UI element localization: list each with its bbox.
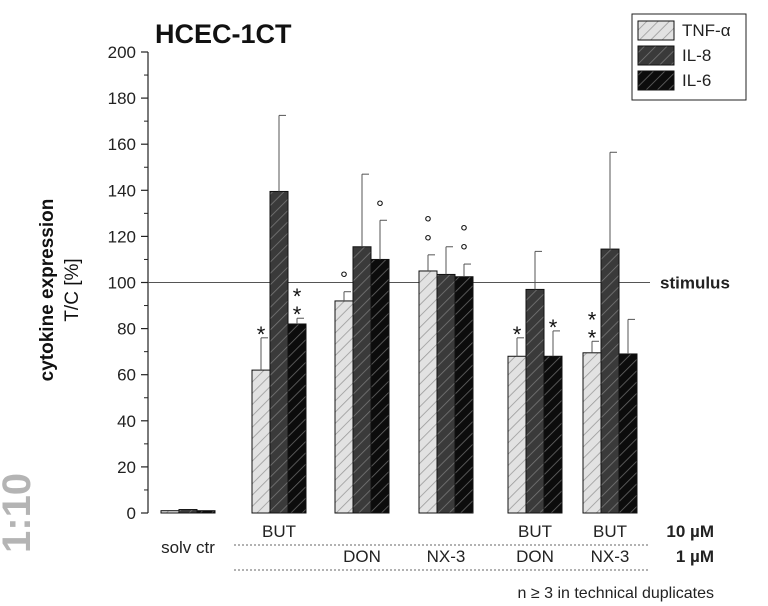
bar-group-item [269,114,289,514]
x-label-row2: NX-3 [591,547,630,566]
bar-group-item: ** [287,284,307,514]
y-tick-label: 140 [108,181,136,200]
bar-group-item [196,510,216,514]
bar-group-item [600,151,620,514]
y-tick-label: 40 [117,412,136,431]
significance-circle: ° [424,232,432,254]
reference-line-label: stimulus [660,274,730,293]
bar-group-item [178,509,198,514]
bar-group-item: °° [454,222,474,514]
significance-star: * [549,315,558,340]
significance-star: * [513,322,522,347]
y-tick-label: 60 [117,366,136,385]
bar [418,270,438,514]
y-tick-label: 20 [117,458,136,477]
y-axis-label-line1: cytokine expression [37,199,58,382]
y-tick-label: 80 [117,320,136,339]
y-tick-label: 160 [108,135,136,154]
bar [287,323,307,514]
x-label-row1: BUT [593,522,627,541]
bar [269,190,289,514]
bar [618,353,638,514]
significance-star: * [588,325,597,350]
side-label: 1:10 [0,473,39,553]
bar-group-item: * [543,315,563,514]
significance-circle: ° [460,241,468,263]
x-label-row1: BUT [518,522,552,541]
bar [160,510,180,514]
bar-group-item: * [507,322,527,514]
significance-circle: ° [340,269,348,291]
bar-group-item: °° [418,213,438,514]
x-label-row2: DON [343,547,381,566]
bars-group: ***°°°°°°* * ** [160,114,638,514]
bar [178,509,198,514]
significance-star: * [293,302,302,327]
x-label-row2: DON [516,547,554,566]
bar [370,258,390,514]
legend-swatch [637,70,675,91]
concentration-label: 10 µM [666,522,714,541]
concentration-label: 1 µM [676,547,714,566]
bar [600,248,620,514]
legend-swatch [637,45,675,66]
significance-circle: ° [460,222,468,244]
significance-star: * [293,284,302,309]
y-tick-label: 180 [108,89,136,108]
bar [334,300,354,514]
bar-group-item [436,246,456,514]
legend: TNF-α IL-8 IL-6 [631,13,747,101]
bar-group-item: ° [334,269,354,514]
y-tick-label: 0 [127,504,136,523]
y-tick-label: 120 [108,227,136,246]
y-tick-label: 200 [108,43,136,62]
legend-label: IL-6 [682,71,711,90]
y-tick-label: 100 [108,274,136,293]
significance-circle: ° [424,213,432,235]
bar-group-item: ** [582,307,602,514]
bar [582,352,602,514]
bar [454,276,474,514]
bar-group-item [160,510,180,514]
x-label-row2: NX-3 [427,547,466,566]
bar [196,510,216,514]
significance-star: * [588,307,597,332]
reference-line-group: stimulus [148,274,730,293]
bar [251,369,271,514]
bar [507,355,527,514]
x-group-label: solv ctr [161,538,215,557]
legend-swatch [637,20,675,41]
bar [525,288,545,514]
bar-group-item [618,318,638,514]
y-axis: 0 20 40 60 80 100 120 140 160 180 200 [108,43,149,523]
x-axis-labels: solv ctr BUT DON NX-3 BUT DON BUT NX-3 10 µM 1 µM [161,522,714,571]
legend-label: IL-8 [682,46,711,65]
bar [436,273,456,514]
bar-group-item [525,250,545,514]
chart-title: HCEC-1CT [155,19,292,49]
bar-group-item: ° [370,197,390,514]
significance-star: * [257,322,266,347]
bar [543,355,563,514]
bar-group-item: * [251,322,271,514]
legend-label: TNF-α [682,21,731,40]
footnote: n ≥ 3 in technical duplicates [518,585,714,602]
bar [352,246,372,514]
bar-group-item [352,173,372,514]
y-axis-label-line2: T/C [%] [62,258,83,321]
significance-circle: ° [376,197,384,219]
x-label-row1: BUT [262,522,296,541]
